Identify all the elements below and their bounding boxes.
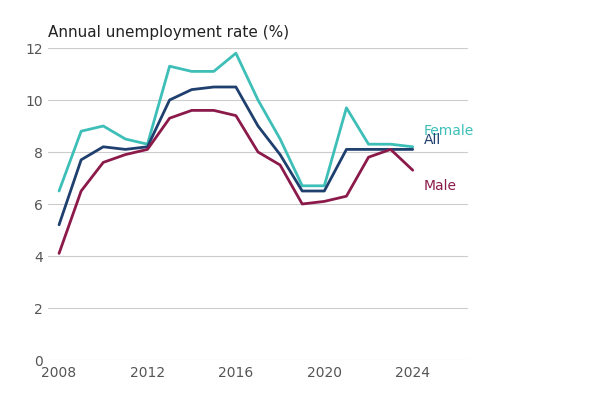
Text: Male: Male <box>424 179 457 193</box>
Text: All: All <box>424 133 441 147</box>
Text: Female: Female <box>424 124 474 138</box>
Text: Annual unemployment rate (%): Annual unemployment rate (%) <box>48 25 289 40</box>
